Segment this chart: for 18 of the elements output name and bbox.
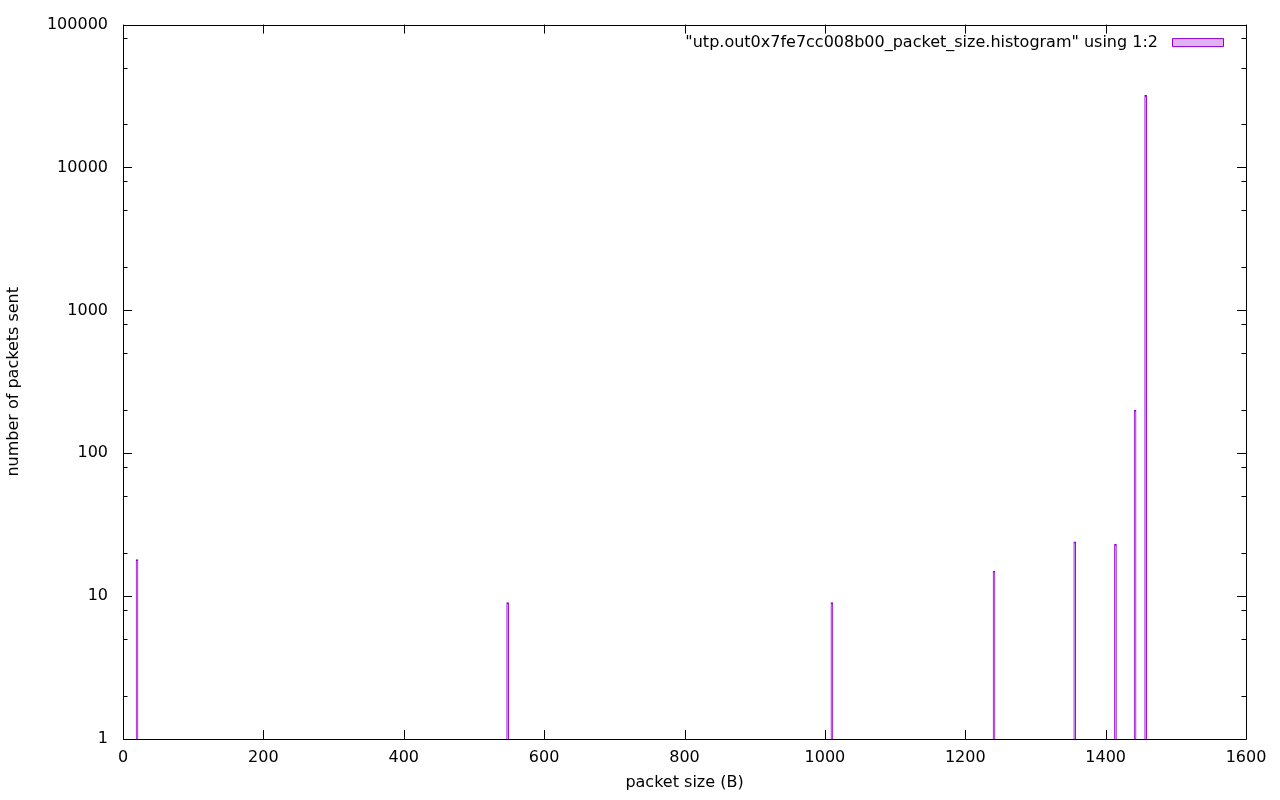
y-tick-label: 10 — [87, 585, 108, 605]
x-tick-label: 200 — [248, 746, 279, 766]
y-tick-label: 100000 — [46, 13, 108, 33]
x-tick-label: 1400 — [1085, 746, 1126, 766]
legend-label: "utp.out0x7fe7cc008b00_packet_size.histogram" using 1:2 — [685, 31, 1158, 52]
x-tick-label: 1600 — [1225, 746, 1267, 766]
x-axis-title: packet size (B) — [625, 771, 744, 791]
y-axis-title: number of packets sent — [2, 286, 22, 477]
x-tick-label: 1000 — [804, 746, 846, 766]
x-tick-label: 800 — [669, 746, 700, 766]
x-tick-label: 400 — [388, 746, 420, 766]
x-tick-label: 600 — [528, 746, 560, 766]
y-tick-label: 1 — [97, 728, 108, 748]
y-tick-label: 100 — [77, 442, 108, 462]
x-tick-label: 1200 — [944, 746, 986, 766]
x-tick-label: 0 — [117, 746, 129, 766]
y-tick-label: 1000 — [67, 299, 108, 319]
y-tick-label: 10000 — [57, 156, 108, 176]
